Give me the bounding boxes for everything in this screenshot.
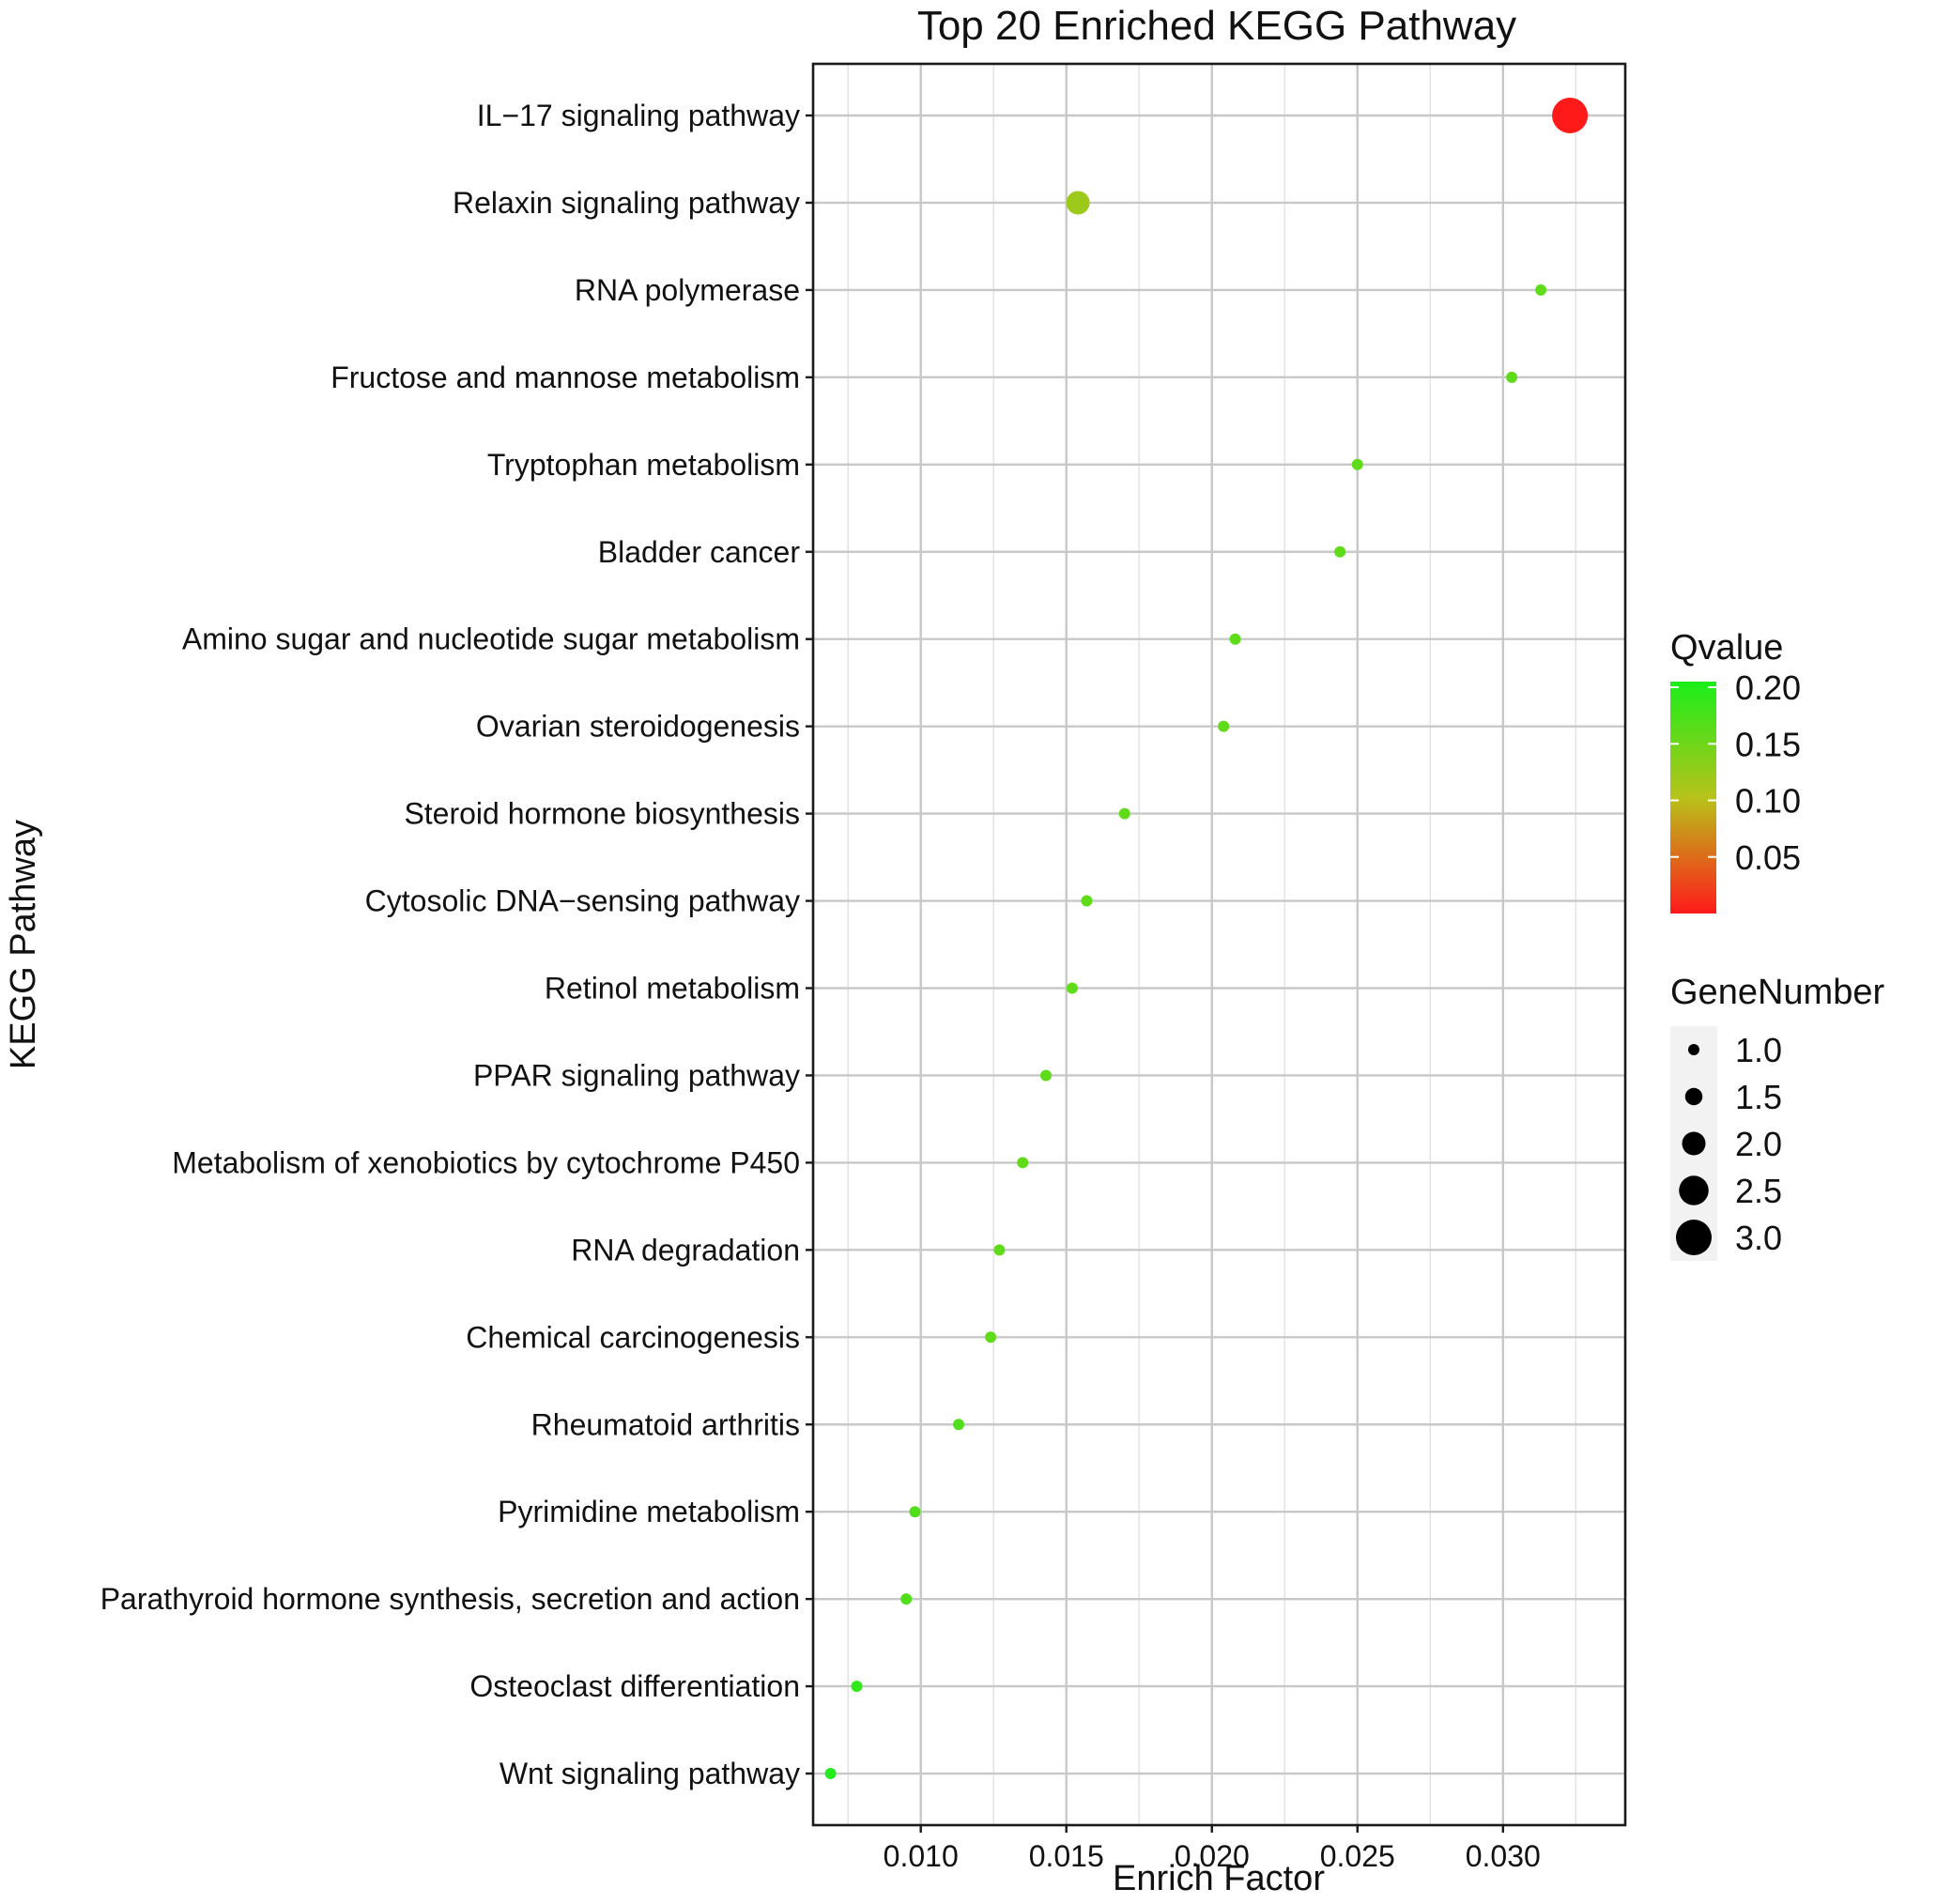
y-tick-label: Parathyroid hormone synthesis, secretion…: [100, 1582, 800, 1616]
gene-number-legend: GeneNumber 1.0 1.5 2.0 2.5 3.0: [1670, 973, 1884, 1261]
data-point: [1535, 284, 1547, 296]
qvalue-legend-title: Qvalue: [1670, 628, 1783, 668]
x-tick-label: 0.025: [1320, 1839, 1395, 1873]
grid-lines: [813, 64, 1625, 1825]
y-tick-label: Rheumatoid arthritis: [531, 1407, 800, 1441]
y-tick-label: RNA polymerase: [575, 273, 800, 307]
x-tick-label: 0.020: [1175, 1839, 1250, 1873]
qvalue-legend-label: 0.10: [1735, 782, 1801, 821]
data-point: [1351, 458, 1363, 470]
data-point: [1218, 720, 1230, 732]
qvalue-legend-label: 0.15: [1735, 725, 1801, 763]
qvalue-legend-label: 0.05: [1735, 838, 1801, 877]
data-point: [1506, 371, 1518, 383]
gene-number-legend-dot: [1684, 1087, 1703, 1106]
x-axis-title: Enrich Factor: [1113, 1859, 1325, 1898]
qvalue-legend: Qvalue 0.20 0.15 0.10 0.05: [1670, 628, 1801, 914]
y-tick-label: PPAR signaling pathway: [473, 1058, 800, 1092]
y-tick-label: Cytosolic DNA−sensing pathway: [365, 884, 800, 918]
data-point: [1066, 191, 1090, 215]
data-point: [985, 1331, 997, 1344]
chart-title: Top 20 Enriched KEGG Pathway: [917, 3, 1516, 49]
y-axis: IL−17 signaling pathway Relaxin signaling…: [100, 99, 813, 1790]
y-tick-label: Tryptophan metabolism: [487, 448, 800, 482]
x-tick-label: 0.015: [1029, 1839, 1104, 1873]
data-point: [1229, 633, 1241, 645]
y-tick-label: Wnt signaling pathway: [500, 1757, 800, 1790]
qvalue-colorbar: [1670, 682, 1716, 914]
gene-number-legend-label: 1.5: [1735, 1078, 1782, 1116]
y-tick-label: Amino sugar and nucleotide sugar metabol…: [182, 622, 800, 656]
data-points: [824, 98, 1589, 1780]
gene-number-legend-dot: [1688, 1044, 1699, 1055]
y-axis-title: KEGG Pathway: [4, 820, 43, 1069]
x-axis: 0.010 0.015 0.020 0.025 0.030: [884, 1825, 1541, 1873]
x-tick-label: 0.030: [1466, 1839, 1541, 1873]
gene-number-legend-dot: [1682, 1131, 1706, 1156]
y-tick-label: Retinol metabolism: [545, 972, 800, 1006]
y-tick-label: RNA degradation: [571, 1233, 800, 1267]
gene-number-legend-label: 1.0: [1735, 1031, 1782, 1069]
data-point: [1552, 98, 1589, 133]
y-tick-label: Relaxin signaling pathway: [453, 186, 800, 220]
gene-number-legend-dot: [1679, 1175, 1709, 1205]
gene-number-legend-label: 3.0: [1735, 1219, 1782, 1257]
y-tick-label: Fructose and mannose metabolism: [330, 361, 800, 394]
gene-number-legend-dot: [1676, 1220, 1712, 1255]
plot-panel-border: [811, 62, 1627, 1827]
data-point: [1334, 545, 1346, 558]
x-tick-label: 0.010: [884, 1839, 959, 1873]
y-tick-label: Ovarian steroidogenesis: [476, 710, 800, 744]
qvalue-legend-ticks: 0.20 0.15 0.10 0.05: [1670, 668, 1801, 877]
data-point: [1118, 807, 1130, 820]
gene-number-legend-title: GeneNumber: [1670, 973, 1884, 1012]
data-point: [824, 1768, 837, 1780]
data-point: [1081, 895, 1093, 907]
qvalue-legend-label: 0.20: [1735, 668, 1801, 707]
y-tick-label: Metabolism of xenobiotics by cytochrome …: [172, 1145, 800, 1179]
y-tick-label: IL−17 signaling pathway: [477, 99, 800, 132]
gene-number-legend-items: 1.0 1.5 2.0 2.5 3.0: [1670, 1026, 1782, 1261]
data-point: [851, 1681, 863, 1693]
gene-number-legend-label: 2.0: [1735, 1125, 1782, 1163]
y-tick-label: Chemical carcinogenesis: [466, 1320, 800, 1354]
data-point: [953, 1419, 965, 1431]
y-tick-label: Bladder cancer: [598, 535, 801, 569]
gene-number-legend-label: 2.5: [1735, 1172, 1782, 1210]
data-point: [993, 1244, 1006, 1256]
data-point: [1040, 1069, 1053, 1082]
data-point: [900, 1593, 913, 1605]
y-tick-label: Pyrimidine metabolism: [498, 1495, 800, 1528]
y-tick-label: Steroid hormone biosynthesis: [404, 797, 800, 831]
y-tick-label: Osteoclast differentiation: [469, 1669, 800, 1703]
data-point: [1017, 1157, 1029, 1169]
data-point: [1066, 982, 1078, 994]
data-point: [909, 1506, 921, 1518]
